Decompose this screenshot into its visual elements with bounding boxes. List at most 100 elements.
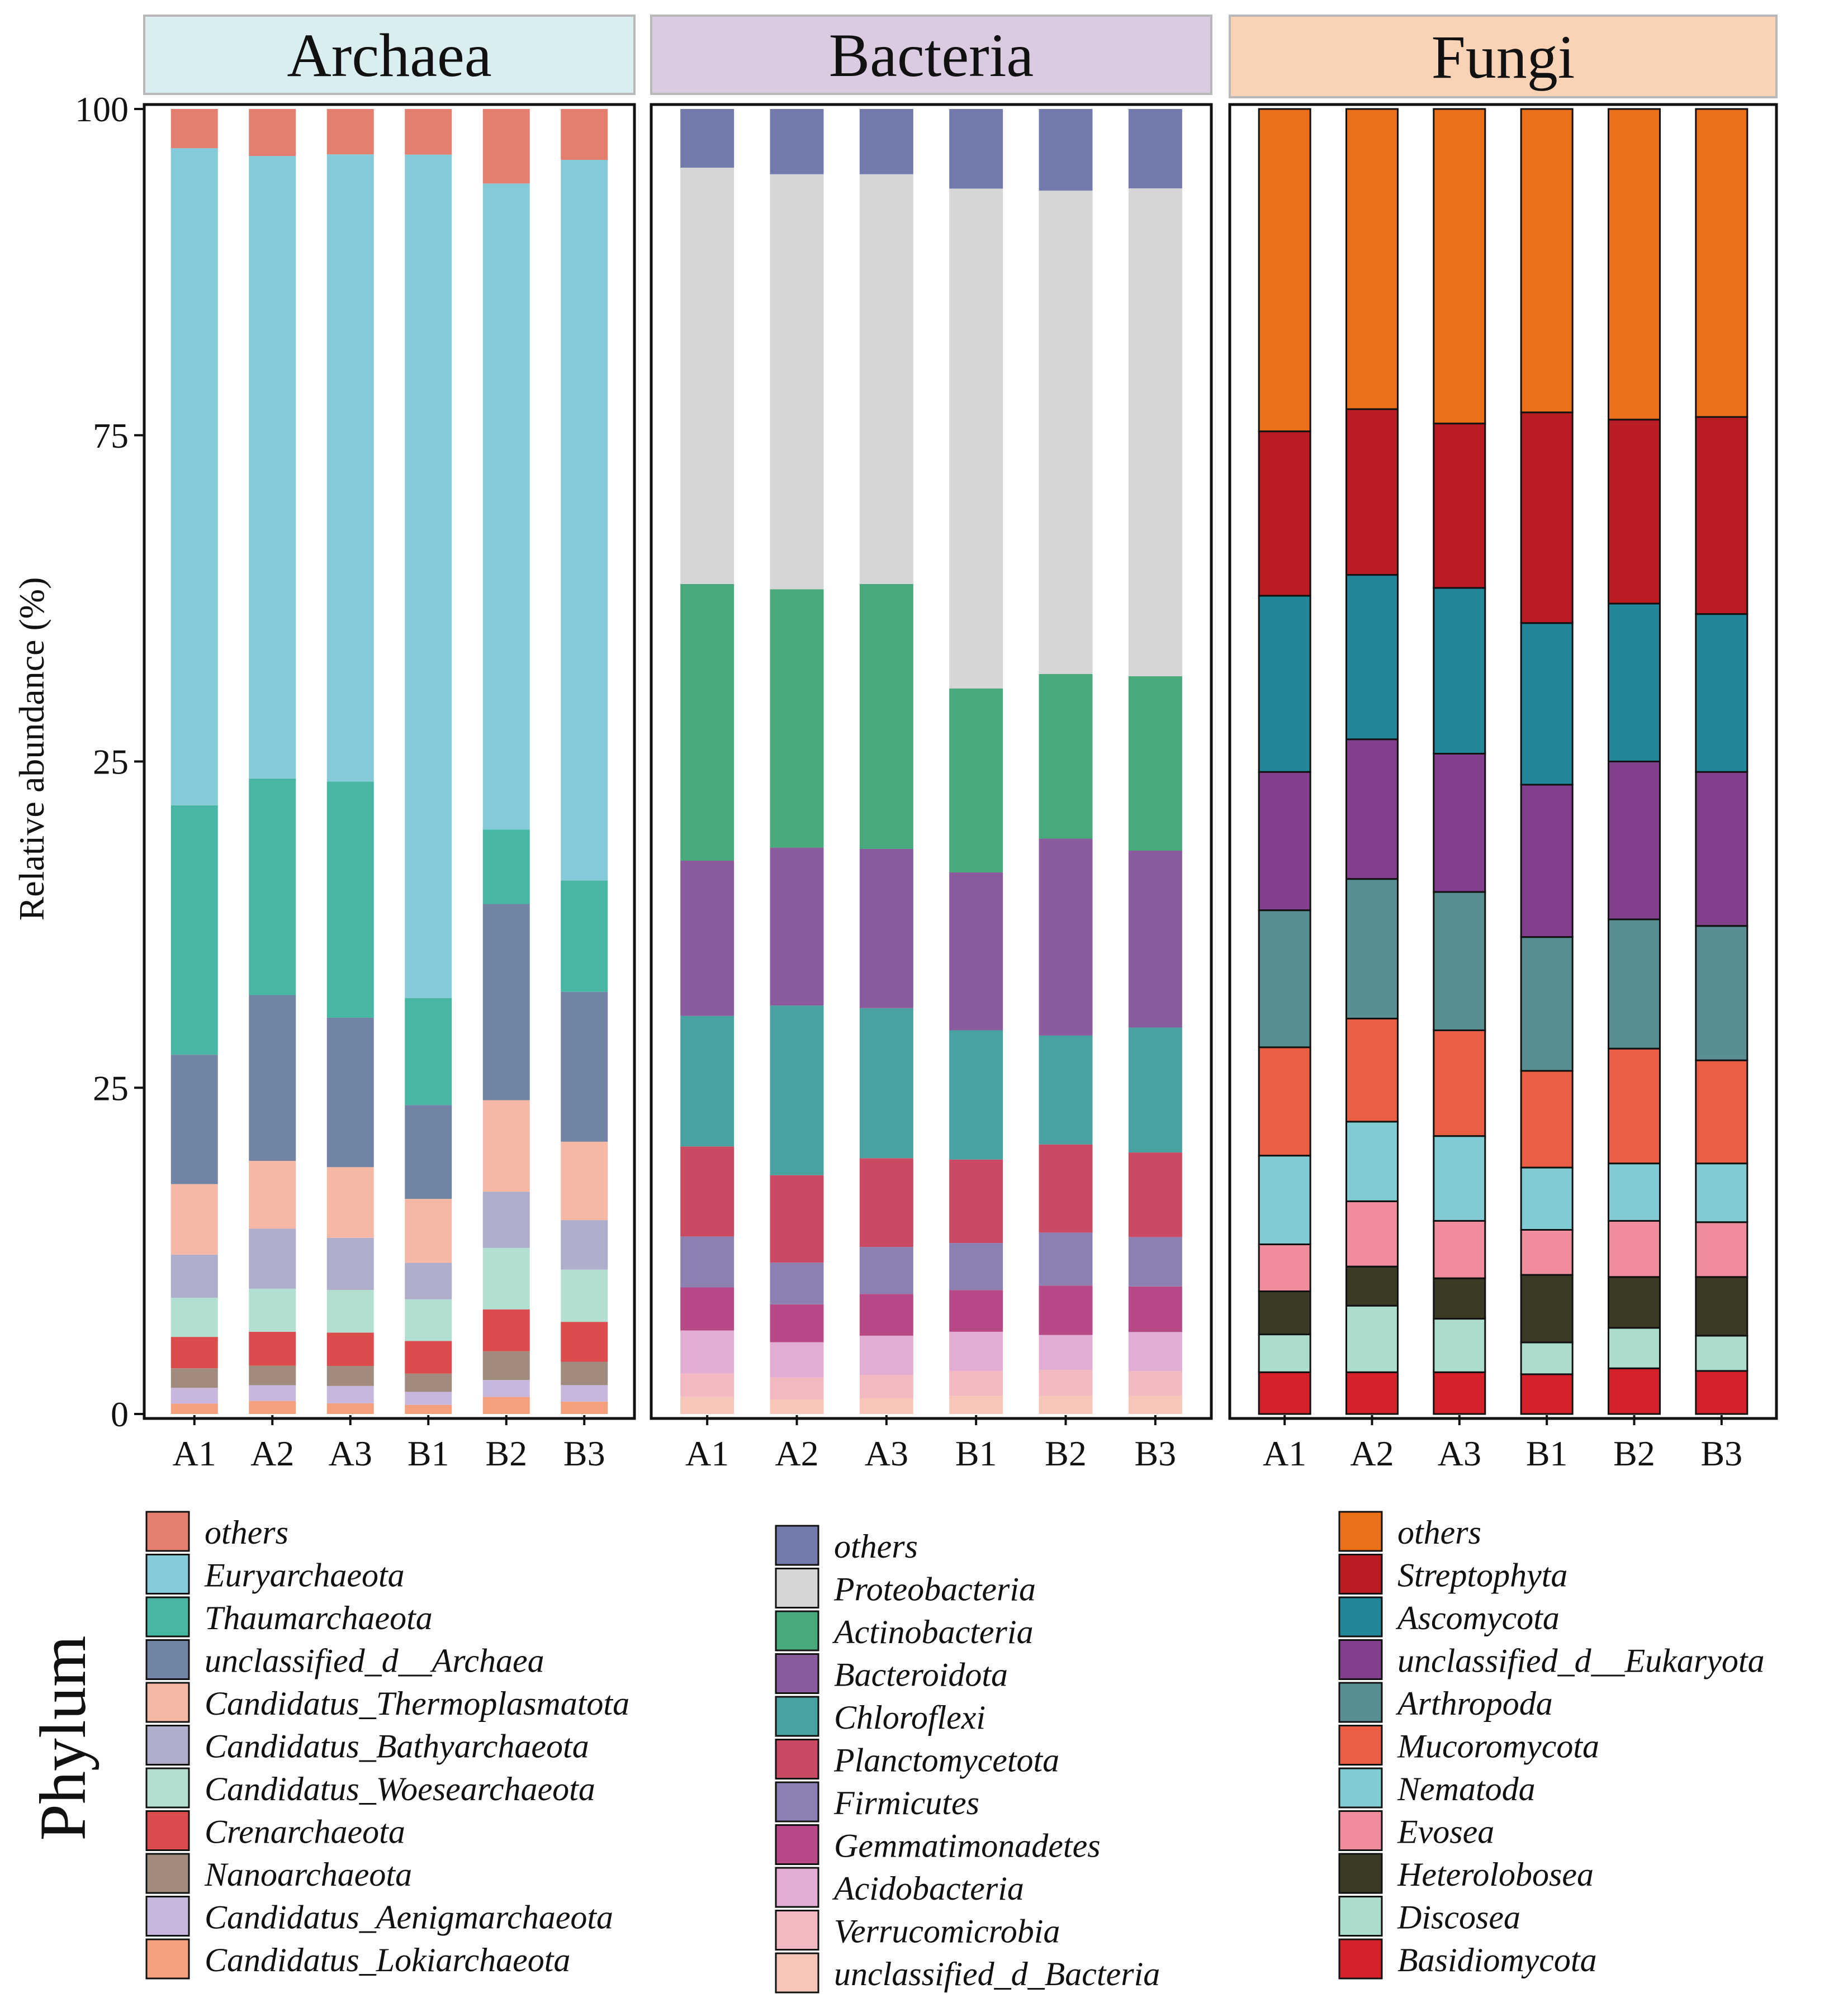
bar-segment — [949, 1370, 1003, 1396]
bar-segment — [1345, 108, 1399, 410]
x-tick-label: B3 — [563, 1434, 605, 1473]
bar-segment — [405, 1373, 452, 1392]
bar-segment — [1258, 1371, 1311, 1415]
legend-swatch — [1338, 1767, 1383, 1809]
bar-segment — [1433, 1318, 1486, 1373]
bar-segment — [1608, 108, 1661, 421]
legend-swatch — [145, 1938, 190, 1980]
bar-segment — [949, 1159, 1003, 1244]
bar-segment — [1039, 191, 1093, 674]
bar-segment — [170, 805, 218, 1055]
bar-segment — [770, 589, 824, 848]
bar-segment — [1608, 1276, 1661, 1329]
bar-segment — [249, 1228, 296, 1289]
bar-segment — [1345, 738, 1399, 880]
legend-swatch — [775, 1952, 819, 1994]
bar-segment — [1695, 108, 1749, 418]
bar-segment — [249, 778, 296, 995]
y-axis-title: Relative abundance (%) — [12, 577, 51, 921]
bar-segment — [326, 1289, 374, 1333]
bar-segment — [1433, 1219, 1486, 1279]
x-tick-label: A2 — [775, 1434, 818, 1473]
legend-swatch — [775, 1824, 819, 1865]
legend-swatch — [775, 1568, 819, 1608]
bar-segment — [1608, 1047, 1661, 1165]
bar-segment — [405, 154, 452, 998]
x-tick-label: A2 — [1350, 1434, 1394, 1473]
bar-segment — [770, 1377, 824, 1400]
bar-segment — [1345, 408, 1399, 576]
x-tick-label: A1 — [173, 1434, 216, 1473]
legend-label: unclassified_d__Archaea — [205, 1643, 544, 1679]
bar-segment — [326, 109, 374, 155]
bar-segment — [859, 174, 913, 584]
bar-segment — [1345, 1017, 1399, 1123]
bar-segment — [1608, 761, 1661, 920]
x-tick-label: B1 — [955, 1434, 997, 1473]
bar-segment — [170, 1184, 218, 1255]
legend-label: Chloroflexi — [834, 1699, 985, 1736]
legend-swatch — [775, 1610, 819, 1652]
legend-swatch — [145, 1639, 190, 1680]
panel-title: Bacteria — [829, 21, 1034, 89]
legend-label: Candidatus_Woesearchaeota — [205, 1771, 595, 1807]
bar-segment — [1520, 108, 1574, 414]
bar-segment — [1039, 1232, 1093, 1286]
legend-label: Firmicutes — [833, 1785, 979, 1821]
bar-segment — [1608, 1162, 1661, 1222]
bar-segment — [405, 1263, 452, 1299]
bar-segment — [249, 995, 296, 1161]
bar-segment — [1433, 891, 1486, 1032]
bar-segment — [680, 1236, 735, 1288]
bar-segment — [170, 1337, 218, 1369]
legend-swatch — [1338, 1682, 1383, 1723]
bar-segment — [1345, 1200, 1399, 1268]
panel-frame — [143, 103, 636, 1420]
bar-segment — [1128, 676, 1182, 851]
bar-segment — [1345, 1371, 1399, 1415]
bar-segment — [482, 904, 530, 1100]
bar-segment — [170, 148, 218, 805]
bar-segment — [249, 1288, 296, 1332]
legend-label: unclassified_d__Eukaryota — [1397, 1643, 1765, 1679]
bar-segment — [1608, 1327, 1661, 1369]
legend-bacteria: others Proteobacteria Actinobacteria Bacter… — [775, 1525, 1160, 1994]
bar-segment — [859, 1008, 913, 1159]
bar-segment — [949, 188, 1003, 689]
bar-segment — [680, 109, 735, 168]
legend-label: others — [834, 1528, 918, 1565]
legend-label: Ascomycota — [1395, 1600, 1560, 1636]
bar-segment — [1345, 1121, 1399, 1202]
bar-segment — [1039, 1285, 1093, 1335]
bar-segment — [1433, 1371, 1486, 1415]
bar-segment — [1695, 925, 1749, 1061]
bar-segment — [561, 1141, 608, 1221]
x-tick-label: A3 — [329, 1434, 372, 1473]
bar-segment — [249, 1161, 296, 1229]
x-tick-label: B1 — [1526, 1434, 1568, 1473]
legend-label: Proteobacteria — [833, 1571, 1036, 1608]
x-tick-label: A1 — [685, 1434, 729, 1473]
bar-segment — [1520, 1166, 1574, 1231]
bar-segment — [1345, 878, 1399, 1019]
bar-segment — [405, 1199, 452, 1263]
bar-segment — [1039, 1144, 1093, 1233]
bar-segment — [482, 1100, 530, 1192]
bar-segment — [1258, 771, 1311, 912]
bar-segment — [1520, 1274, 1574, 1344]
legend-label: Thaumarchaeota — [205, 1600, 433, 1636]
legend-label: Planctomycetota — [833, 1742, 1059, 1779]
bar-segment — [770, 1399, 824, 1414]
bar-segment — [326, 1366, 374, 1386]
bar-segment — [770, 1005, 824, 1175]
bar-segment — [326, 1385, 374, 1403]
bar-segment — [770, 174, 824, 590]
bar-segment — [859, 1294, 913, 1336]
x-tick-label: B1 — [407, 1434, 449, 1473]
bar-segment — [170, 1388, 218, 1404]
panel-frame — [1228, 103, 1778, 1420]
legend-label: Gemmatimonadetes — [834, 1828, 1101, 1864]
bar-segment — [326, 1167, 374, 1238]
x-tick-label: B3 — [1700, 1434, 1742, 1473]
panel-bacteria: Bacteria A1 A2 A3 B1 B2 B3 — [650, 15, 1213, 1473]
